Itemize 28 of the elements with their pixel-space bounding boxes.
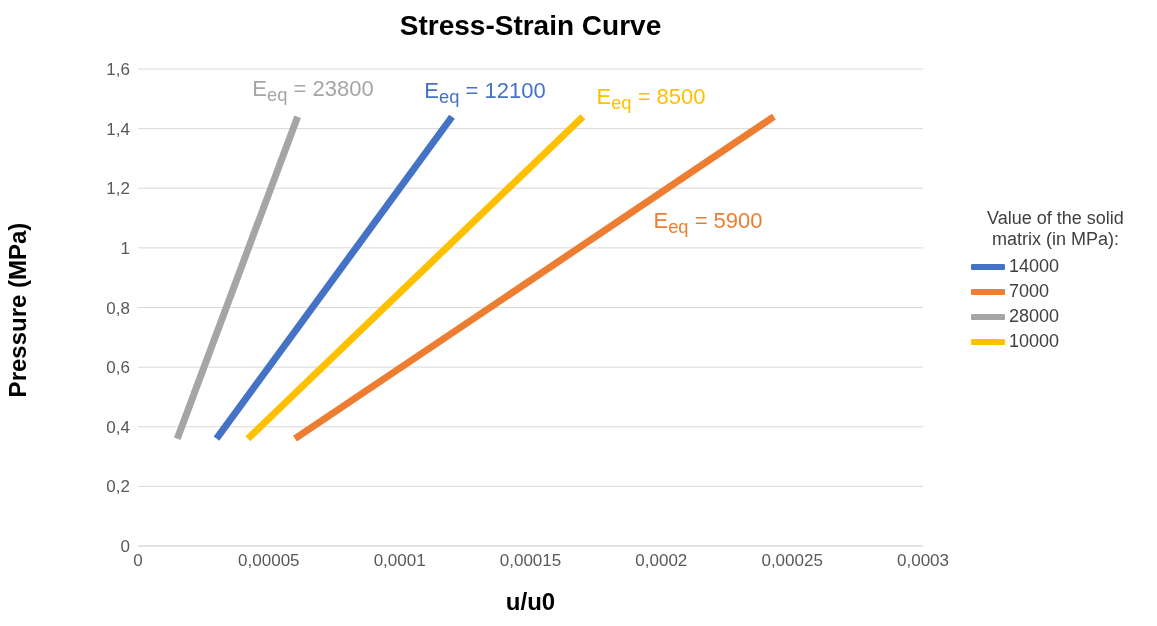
y-tick-label: 0,6 (106, 358, 130, 378)
x-tick-label: 0 (133, 551, 143, 571)
annotation: E$_{eq}$ = 8500 (595, 84, 707, 115)
annotation: E$_{eq}$ = 23800 (251, 76, 375, 107)
y-tick-label: 0,8 (106, 298, 130, 318)
legend-label: 14000 (1009, 256, 1060, 277)
y-tick-label: 0,2 (106, 477, 130, 497)
x-tick-label: 0,0001 (373, 551, 426, 571)
x-tick-label: 0,00015 (499, 551, 562, 571)
y-tick-label: 1 (120, 238, 130, 258)
x-axis-title: u/u0 (504, 588, 557, 616)
legend-title: Value of the solid matrix (in MPa): (986, 208, 1125, 250)
y-tick-label: 1,4 (106, 119, 130, 139)
x-tick-label: 0,0002 (635, 551, 688, 571)
y-tick-label: 0 (120, 537, 130, 557)
x-tick-label: 0,00005 (238, 551, 300, 571)
legend-label: 28000 (1009, 306, 1060, 327)
y-tick-label: 1,6 (106, 60, 130, 80)
x-tick-label: 0,00025 (761, 551, 823, 571)
legend-label: 10000 (1009, 331, 1060, 352)
y-tick-label: 1,2 (106, 179, 130, 199)
annotation: E$_{eq}$ = 5900 (652, 208, 764, 239)
x-tick-label: 0,0003 (897, 551, 949, 571)
legend-label: 7000 (1009, 281, 1050, 302)
y-tick-label: 0,4 (106, 417, 130, 437)
y-axis-title: Pressure (MPa) (4, 221, 32, 400)
chart-title: Stress-Strain Curve (398, 10, 663, 42)
annotation: E$_{eq}$ = 12100 (423, 78, 547, 109)
